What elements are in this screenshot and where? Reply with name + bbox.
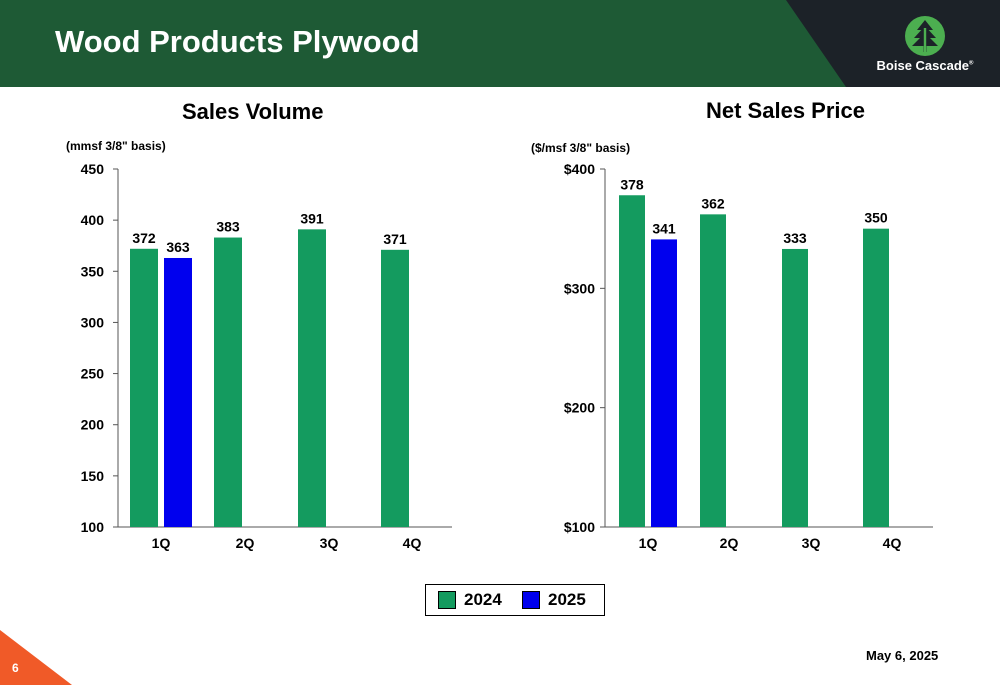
x-tick-label: 3Q <box>320 535 339 551</box>
page-number: 6 <box>12 661 19 675</box>
legend-item-2025: 2025 <box>522 589 586 611</box>
slide-title: Wood Products Plywood <box>55 24 420 59</box>
company-logo: Boise Cascade® <box>866 14 986 78</box>
bar-2025-1Q <box>164 257 192 527</box>
header-dark-shape <box>786 0 1000 87</box>
y-tick-label: 100 <box>81 519 105 535</box>
corner-accent <box>0 630 72 685</box>
data-label: 372 <box>132 230 156 246</box>
legend-label-2024: 2024 <box>464 590 502 609</box>
slide-date: May 6, 2025 <box>866 648 939 663</box>
y-tick-label: 300 <box>81 314 105 330</box>
y-tick-label: 250 <box>81 366 105 382</box>
bar-2024-4Q <box>381 249 409 527</box>
legend-item-2024: 2024 <box>438 589 502 611</box>
legend-swatch-2024 <box>438 591 456 609</box>
logo-text: Boise Cascade® <box>876 58 974 73</box>
chart-title-sales-volume: Sales Volume <box>182 99 324 124</box>
header-dark-panel <box>786 0 1000 87</box>
chart-legend: 2024 2025 <box>425 584 605 616</box>
data-label: 391 <box>300 210 324 226</box>
tree-logo-icon <box>905 16 945 56</box>
data-label: 383 <box>216 219 240 235</box>
bar-2024-1Q <box>130 248 158 528</box>
bar-2024-3Q <box>298 229 326 527</box>
chart-title-net-sales-price: Net Sales Price <box>706 98 865 123</box>
data-label: 363 <box>166 239 190 255</box>
y-axis-unit-volume: (mmsf 3/8" basis) <box>66 139 166 153</box>
x-tick-label: 2Q <box>236 535 255 551</box>
x-tick-label: 4Q <box>403 535 422 551</box>
legend-label-2025: 2025 <box>548 590 586 609</box>
y-tick-label: 350 <box>81 263 105 279</box>
x-tick-label: 1Q <box>152 535 171 551</box>
y-tick-label: 400 <box>81 212 105 228</box>
y-tick-label: 450 <box>81 161 105 177</box>
bar-2024-2Q <box>214 237 242 527</box>
y-axis-unit-price: ($/msf 3/8" basis) <box>531 141 631 155</box>
data-label: 371 <box>383 231 407 247</box>
y-tick-label: 150 <box>81 468 105 484</box>
y-tick-label: 200 <box>81 417 105 433</box>
legend-swatch-2025 <box>522 591 540 609</box>
